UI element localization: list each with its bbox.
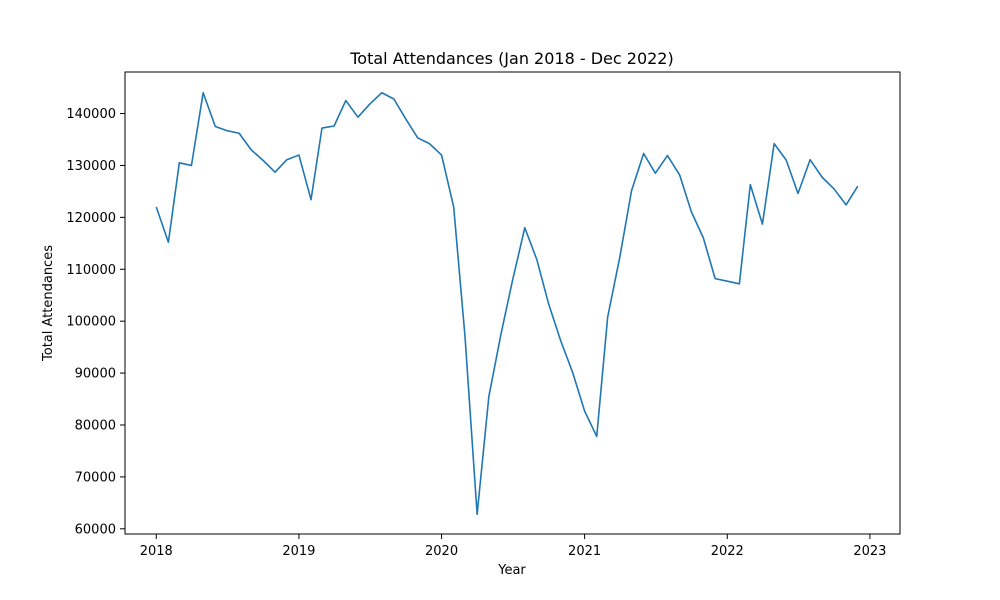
x-tick-label: 2021	[568, 544, 601, 559]
x-tick-label: 2019	[282, 544, 315, 559]
series-line-total-attendances	[155, 91, 859, 516]
x-axis-label: Year	[497, 563, 526, 578]
y-tick-label: 90000	[75, 367, 116, 382]
x-tick-label: 2018	[140, 544, 173, 559]
y-tick-label: 110000	[66, 263, 116, 278]
x-tick-label: 2022	[711, 544, 744, 559]
x-tick-label: 2020	[425, 544, 458, 559]
y-tick-label: 120000	[66, 211, 116, 226]
y-tick-label: 80000	[75, 418, 116, 433]
y-tick-label: 60000	[75, 522, 116, 537]
y-tick-label: 70000	[75, 470, 116, 485]
plot-frame	[124, 71, 901, 535]
y-axis-label: Total Attendances	[41, 245, 56, 362]
x-tick-label: 2023	[853, 544, 886, 559]
y-tick-label: 100000	[66, 315, 116, 330]
y-tick-label: 140000	[66, 107, 116, 122]
y-tick-label: 130000	[66, 159, 116, 174]
x-axis: 2018 2019 2020 2021 2022 2023	[140, 534, 886, 559]
y-axis: 60000 70000 80000 90000 100000 110000 120000 13…	[66, 107, 125, 537]
chart-title: Total Attendances (Jan 2018 - Dec 2022)	[349, 49, 673, 68]
